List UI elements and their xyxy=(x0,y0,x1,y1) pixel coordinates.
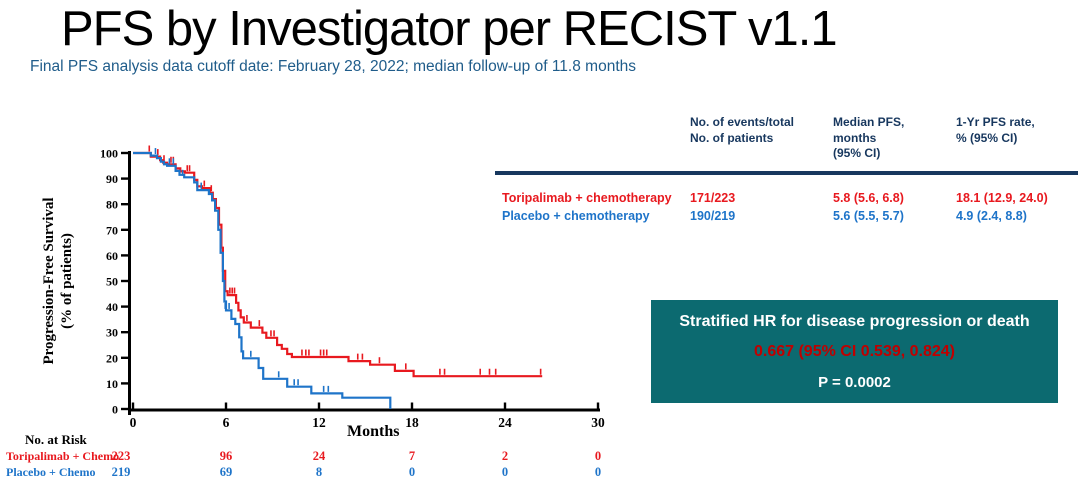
table-header-rule xyxy=(495,171,1078,175)
risk-row-label: Toripalimab + Chemo xyxy=(6,449,119,463)
km-curve-toripalimab xyxy=(133,151,543,378)
risk-count: 219 xyxy=(112,465,131,479)
risk-count: 0 xyxy=(502,465,508,479)
x-axis-label: Months xyxy=(347,423,399,440)
table-row-placebo-1yr: 4.9 (2.4, 8.8) xyxy=(956,209,1027,223)
y-tick-label: 20 xyxy=(106,351,118,365)
y-tick-label: 80 xyxy=(106,198,118,212)
stratified-hr-box: Stratified HR for disease progression or… xyxy=(651,300,1058,403)
risk-count: 223 xyxy=(112,449,131,463)
x-tick-label: 18 xyxy=(405,415,419,430)
x-tick-label: 12 xyxy=(312,415,326,430)
table-row-placebo-events: 190/219 xyxy=(690,209,736,223)
hr-value: 0.667 (95% CI 0.539, 0.824) xyxy=(753,343,956,360)
p-value: P = 0.0002 xyxy=(818,373,891,391)
y-tick-label: 90 xyxy=(106,172,118,186)
risk-count: 8 xyxy=(316,465,322,479)
subtitle-data-cutoff: Final PFS analysis data cutoff date: Feb… xyxy=(30,58,636,75)
table-row-toripalimab-events: 171/223 xyxy=(690,191,736,205)
risk-count: 0 xyxy=(595,465,601,479)
table-row-toripalimab-label: Toripalimab + chemotherapy xyxy=(502,191,672,205)
page-title: PFS by Investigator per RECIST v1.1 xyxy=(61,2,838,56)
risk-count: 24 xyxy=(313,449,326,463)
table-header-1yr-pfs: 1-Yr PFS rate, % (95% CI) xyxy=(956,115,1035,145)
y-tick-label: 100 xyxy=(100,147,118,161)
risk-count: 2 xyxy=(502,449,508,463)
risk-count: 69 xyxy=(220,465,233,479)
table-row-placebo-label: Placebo + chemotherapy xyxy=(502,209,650,223)
y-tick-label: 60 xyxy=(106,249,118,263)
table-row-placebo-median: 5.6 (5.5, 5.7) xyxy=(833,209,904,223)
table-header-events: No. of events/total No. of patients xyxy=(690,115,795,145)
y-tick-label: 50 xyxy=(106,275,118,289)
risk-count: 0 xyxy=(409,465,415,479)
km-curve-placebo xyxy=(133,151,392,409)
hr-box-title: Stratified HR for disease progression or… xyxy=(679,312,1030,330)
risk-count: 96 xyxy=(220,449,233,463)
y-axis-label-line1: Progression-Free Survival xyxy=(41,197,57,364)
y-tick-label: 10 xyxy=(106,377,118,391)
x-tick-label: 24 xyxy=(498,415,512,430)
risk-row-label: Placebo + Chemo xyxy=(6,465,96,479)
table-row-toripalimab-1yr: 18.1 (12.9, 24.0) xyxy=(956,191,1048,205)
table-row-toripalimab-median: 5.8 (5.6, 6.8) xyxy=(833,191,904,205)
y-tick-label: 40 xyxy=(106,300,118,314)
y-tick-label: 30 xyxy=(106,326,118,340)
risk-count: 7 xyxy=(409,449,415,463)
x-tick-label: 0 xyxy=(130,415,137,430)
risk-count: 0 xyxy=(595,449,601,463)
risk-table-title: No. at Risk xyxy=(25,432,88,447)
y-axis-label-line2: (% of patients) xyxy=(59,233,75,329)
y-tick-label: 70 xyxy=(106,223,118,237)
table-header-median-pfs: Median PFS, months (95% CI) xyxy=(833,115,905,161)
y-tick-label: 0 xyxy=(112,403,118,417)
x-tick-label: 6 xyxy=(223,415,230,430)
x-tick-label: 30 xyxy=(591,415,605,430)
